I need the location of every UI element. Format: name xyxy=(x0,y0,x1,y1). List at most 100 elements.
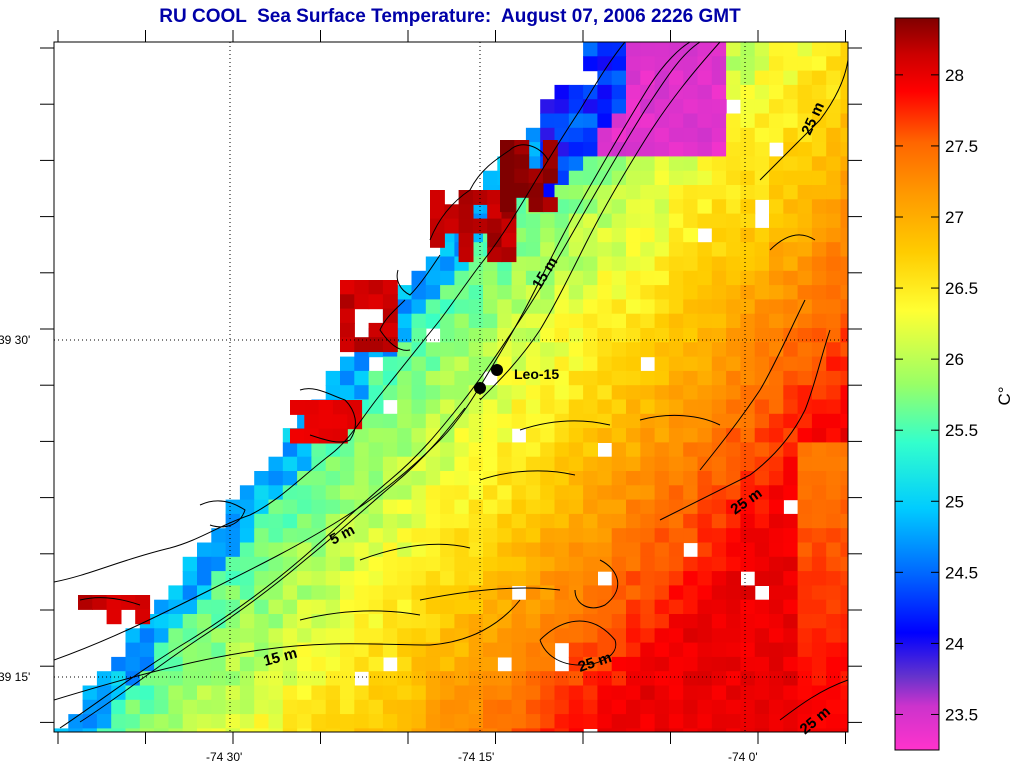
sst-cell xyxy=(139,628,155,644)
sst-cell xyxy=(468,571,484,586)
sst-cell xyxy=(297,614,312,629)
sst-cell xyxy=(197,599,212,615)
sst-cell xyxy=(397,599,413,615)
map-title: RU COOL Sea Surface Temperature: August … xyxy=(159,6,741,27)
sst-cell xyxy=(668,84,684,100)
sst-cell xyxy=(554,185,570,200)
lat-label-39-30: 39 30' xyxy=(0,333,30,347)
sst-cell xyxy=(797,185,813,200)
sst-cell xyxy=(568,628,584,644)
sst-cell xyxy=(611,528,627,544)
sst-cell xyxy=(711,99,727,115)
sst-cell xyxy=(754,513,770,529)
sst-cell xyxy=(683,185,699,200)
sst-cell xyxy=(683,56,699,72)
sst-cell xyxy=(811,285,827,300)
sst-cell xyxy=(290,400,305,415)
sst-cell xyxy=(468,714,484,729)
sst-cell xyxy=(626,270,641,286)
sst-cell xyxy=(554,270,570,286)
sst-cell xyxy=(511,499,527,515)
sst-cell xyxy=(826,99,842,115)
sst-cell xyxy=(354,656,370,672)
sst-cell xyxy=(740,471,756,486)
sst-cell xyxy=(311,699,327,715)
sst-cell xyxy=(397,528,413,544)
sst-cell xyxy=(382,499,398,515)
sst-cell xyxy=(640,56,656,72)
sst-cell xyxy=(440,528,455,544)
sst-cell xyxy=(411,270,427,286)
sst-cell xyxy=(368,385,384,401)
sst-cell xyxy=(340,308,355,324)
sst-cell xyxy=(397,585,413,601)
sst-cell xyxy=(583,42,598,57)
sst-cell xyxy=(840,227,848,243)
sst-cell xyxy=(154,642,169,658)
sst-cell xyxy=(811,185,827,200)
sst-cell xyxy=(540,313,556,329)
sst-cell xyxy=(282,614,298,629)
sst-cell xyxy=(325,599,341,615)
sst-cell xyxy=(454,342,470,358)
sst-cell xyxy=(754,471,770,486)
sst-cell xyxy=(483,170,498,186)
sst-cell xyxy=(297,671,312,687)
sst-cell xyxy=(254,528,270,544)
sst-cell xyxy=(411,328,427,343)
sst-cell xyxy=(554,585,570,601)
sst-cell xyxy=(797,113,813,129)
sst-cell xyxy=(640,213,656,229)
sst-cell xyxy=(325,542,341,558)
sst-cell xyxy=(282,499,298,515)
sst-cell xyxy=(811,728,827,732)
sst-cell xyxy=(683,599,699,615)
sst-cell xyxy=(797,270,813,286)
sst-cell xyxy=(668,285,684,300)
sst-cell xyxy=(626,442,641,458)
sst-cell xyxy=(525,485,541,501)
sst-cell xyxy=(726,285,741,300)
sst-cell xyxy=(111,728,127,732)
sst-cell xyxy=(368,442,384,458)
sst-cell xyxy=(135,595,151,610)
sst-cell xyxy=(626,485,641,501)
sst-cell xyxy=(668,270,684,286)
colorbar-tick-label: 25.5 xyxy=(945,421,978,440)
sst-cell xyxy=(554,385,570,401)
sst-cell xyxy=(340,571,355,586)
sst-cell xyxy=(783,185,799,200)
sst-cell xyxy=(483,628,498,644)
sst-cell xyxy=(554,728,570,732)
sst-cell xyxy=(740,442,756,458)
sst-cell xyxy=(425,256,441,272)
sst-cell xyxy=(811,471,827,486)
sst-cell xyxy=(411,556,427,572)
sst-cell xyxy=(769,699,784,715)
sst-cell xyxy=(182,728,198,732)
sst-cell xyxy=(468,485,484,501)
sst-cell xyxy=(382,513,398,529)
sst-cell xyxy=(425,528,441,544)
sst-cell xyxy=(554,285,570,300)
sst-cell xyxy=(583,256,598,272)
sst-cell xyxy=(626,256,641,272)
sst-cell xyxy=(611,671,627,687)
sst-cell xyxy=(483,728,498,732)
sst-cell xyxy=(640,685,656,701)
sst-cell xyxy=(697,614,713,629)
sst-cell xyxy=(111,656,127,672)
sst-cell xyxy=(826,84,842,100)
sst-cell xyxy=(425,428,441,443)
sst-cell xyxy=(711,728,727,732)
sst-cell xyxy=(697,70,713,86)
sst-cell xyxy=(683,313,699,329)
sst-cell xyxy=(597,256,613,272)
sst-cell xyxy=(797,513,813,529)
sst-cell xyxy=(811,571,827,586)
sst-cell xyxy=(368,280,384,295)
sst-cell xyxy=(597,242,613,258)
sst-cell xyxy=(740,499,756,515)
sst-cell xyxy=(511,599,527,615)
sst-cell xyxy=(654,699,670,715)
